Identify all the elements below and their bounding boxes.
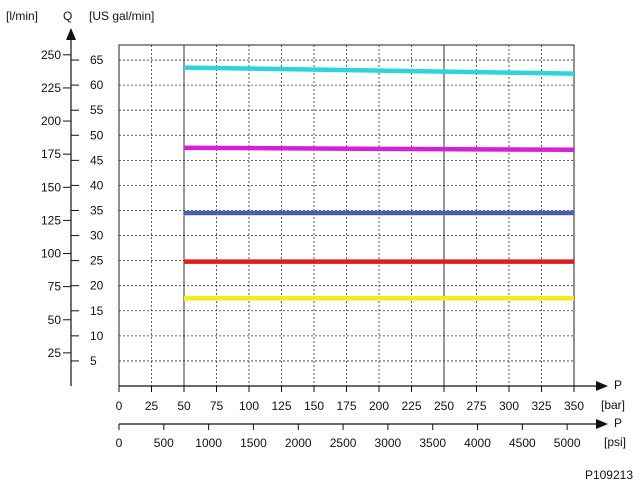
x-axis-psi-arrow xyxy=(596,419,608,429)
x-tick-psi-label: 3000 xyxy=(375,436,402,450)
x-tick-psi-label: 1500 xyxy=(240,436,267,450)
y-tick-gpm-label: 40 xyxy=(90,178,104,192)
x-tick-bar-label: 200 xyxy=(369,399,389,413)
series-line-1 xyxy=(183,65,575,76)
x-axis-bar-arrow xyxy=(596,381,608,391)
grid xyxy=(119,45,574,386)
x-tick-bar-label: 0 xyxy=(116,399,123,413)
figure-id: P109213 xyxy=(585,468,633,482)
x-tick-bar-label: 250 xyxy=(434,399,454,413)
y-tick-lpm-label: 150 xyxy=(41,180,61,194)
y-ticks-gpm: 5 10 15 20 25 30 35 40 45 50 55 60 65 xyxy=(71,53,104,368)
y-unit-lpm-label: [l/min] xyxy=(6,9,38,23)
y-tick-gpm-label: 5 xyxy=(90,354,97,368)
y-tick-gpm-label: 15 xyxy=(90,304,104,318)
x-tick-bar-label: 175 xyxy=(336,399,356,413)
x-tick-bar-label: 125 xyxy=(271,399,291,413)
y-tick-gpm-label: 50 xyxy=(90,128,104,142)
x-tick-bar-label: 50 xyxy=(177,399,191,413)
x-tick-psi-label: 4000 xyxy=(464,436,491,450)
series-group xyxy=(183,65,575,301)
x-tick-psi-label: 2000 xyxy=(285,436,312,450)
x-tick-psi-label: 500 xyxy=(154,436,174,450)
y-tick-lpm-label: 25 xyxy=(48,346,62,360)
x-tick-psi-label: 4500 xyxy=(509,436,536,450)
x-axis-psi-letter: P xyxy=(614,416,622,430)
y-axis-arrow xyxy=(66,28,76,40)
y-tick-gpm-label: 65 xyxy=(90,53,104,67)
x-tick-bar-label: 25 xyxy=(145,399,159,413)
x-tick-bar-label: 350 xyxy=(564,399,584,413)
y-tick-gpm-label: 55 xyxy=(90,103,104,117)
x-tick-bar-label: 275 xyxy=(466,399,486,413)
y-tick-gpm-label: 20 xyxy=(90,279,104,293)
y-ticks-lpm: 25 50 75 100 125 150 175 200 225 250 xyxy=(41,48,71,360)
y-tick-lpm-label: 200 xyxy=(41,114,61,128)
y-tick-lpm-label: 125 xyxy=(41,213,61,227)
x-axis-bar-letter: P xyxy=(614,378,622,392)
x-tick-bar-label: 150 xyxy=(304,399,324,413)
y-tick-lpm-label: 100 xyxy=(41,247,61,261)
x-tick-psi-label: 2500 xyxy=(330,436,357,450)
x-tick-bar-label: 300 xyxy=(499,399,519,413)
x-tick-bar-label: 75 xyxy=(210,399,224,413)
y-tick-gpm-label: 35 xyxy=(90,203,104,217)
y-tick-lpm-label: 225 xyxy=(41,81,61,95)
x-unit-psi-label: [psi] xyxy=(604,435,626,449)
x-ticks-bar: 0 25 50 75 100 125 150 175 200 225 250 275 300 325 350 xyxy=(116,386,584,413)
x-unit-bar-label: [bar] xyxy=(601,398,625,412)
y-tick-lpm-label: 50 xyxy=(48,313,62,327)
x-tick-psi-label: 5000 xyxy=(554,436,581,450)
y-tick-gpm-label: 10 xyxy=(90,329,104,343)
x-tick-bar-label: 100 xyxy=(239,399,259,413)
x-tick-psi-label: 3500 xyxy=(419,436,446,450)
x-tick-psi-label: 1000 xyxy=(195,436,222,450)
y-tick-lpm-label: 250 xyxy=(41,48,61,62)
y-tick-gpm-label: 60 xyxy=(90,78,104,92)
series-line-2 xyxy=(183,145,575,153)
x-tick-psi-label: 0 xyxy=(116,436,123,450)
y-tick-lpm-label: 75 xyxy=(48,280,62,294)
y-tick-lpm-label: 175 xyxy=(41,147,61,161)
y-tick-gpm-label: 30 xyxy=(90,229,104,243)
x-tick-bar-label: 325 xyxy=(531,399,551,413)
y-tick-gpm-label: 25 xyxy=(90,254,104,268)
x-tick-bar-label: 225 xyxy=(401,399,421,413)
y-axis-letter: Q xyxy=(63,9,72,23)
x-ticks-psi: 0 500 1000 1500 2000 2500 3000 3500 4000 4500 5000 xyxy=(116,424,581,450)
y-unit-gpm-label: [US gal/min] xyxy=(89,9,154,23)
y-tick-gpm-label: 45 xyxy=(90,153,104,167)
